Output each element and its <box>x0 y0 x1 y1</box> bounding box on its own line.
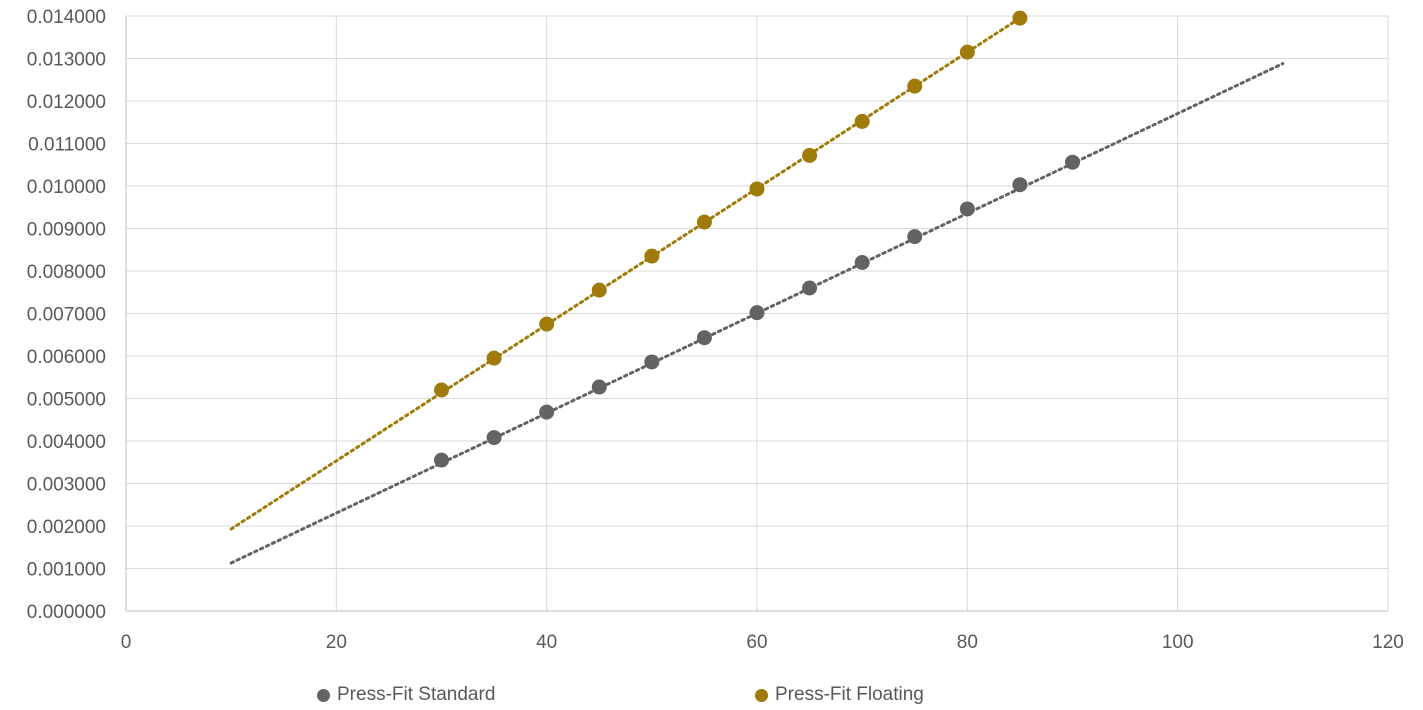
y-tick-label: 0.008000 <box>27 262 106 283</box>
point-press-fit-floating <box>1012 10 1028 26</box>
legend: Press-Fit Standard Press-Fit Floating <box>0 683 1423 707</box>
point-press-fit-floating <box>591 282 607 298</box>
point-press-fit-standard <box>696 330 712 346</box>
y-tick-label: 0.002000 <box>27 517 106 538</box>
y-tick-label: 0.011000 <box>28 135 106 156</box>
point-press-fit-standard <box>591 379 607 395</box>
point-press-fit-standard <box>802 280 818 296</box>
scatter-chart: 0.000000 0.001000 0.002000 0.003000 0.004000… <box>27 7 1404 653</box>
y-tick-label: 0.003000 <box>27 475 106 496</box>
point-press-fit-floating <box>486 350 502 366</box>
point-press-fit-standard <box>854 255 870 270</box>
point-press-fit-floating <box>749 181 765 197</box>
y-tick-label: 0.001000 <box>27 560 106 581</box>
y-tick-label: 0.004000 <box>27 432 106 453</box>
x-tick-label: 100 <box>1162 632 1194 653</box>
x-tick-label: 60 <box>746 632 767 653</box>
y-tick-label: 0.009000 <box>27 220 106 241</box>
point-press-fit-standard <box>1065 154 1080 170</box>
point-press-fit-standard <box>1012 177 1028 193</box>
x-tick-label: 20 <box>326 632 347 653</box>
legend-marker-press-fit-standard <box>317 688 330 702</box>
y-tick-label: 0.006000 <box>27 347 106 368</box>
point-press-fit-floating <box>959 44 975 60</box>
x-tick-label: 40 <box>536 632 557 653</box>
grid-lines <box>126 15 1389 611</box>
point-press-fit-floating <box>644 248 660 264</box>
point-press-fit-floating <box>539 316 555 332</box>
y-tick-label: 0.010000 <box>27 177 106 198</box>
x-axis-tick-labels: 0 20 40 60 80 100 120 <box>121 632 1404 653</box>
y-tick-label: 0.007000 <box>27 305 106 326</box>
legend-label-press-fit-standard: Press-Fit Standard <box>337 684 496 705</box>
legend-marker-press-fit-floating <box>755 688 768 702</box>
point-press-fit-standard <box>539 404 555 420</box>
point-press-fit-floating <box>854 113 870 129</box>
point-press-fit-standard <box>486 430 502 446</box>
data-points <box>434 10 1080 468</box>
y-axis-tick-labels: 0.000000 0.001000 0.002000 0.003000 0.004000… <box>27 7 106 623</box>
point-press-fit-standard <box>644 354 660 370</box>
point-press-fit-floating <box>434 382 449 398</box>
point-press-fit-standard <box>959 201 975 217</box>
x-tick-label: 80 <box>957 632 978 653</box>
point-press-fit-standard <box>434 452 449 468</box>
legend-label-press-fit-floating: Press-Fit Floating <box>775 684 924 705</box>
trendline-press-fit-floating <box>229 16 1022 531</box>
y-tick-label: 0.013000 <box>27 50 106 71</box>
y-tick-label: 0.014000 <box>27 7 106 28</box>
axes <box>125 16 1388 612</box>
y-tick-label: 0.005000 <box>27 390 106 411</box>
y-tick-label: 0.012000 <box>27 92 106 113</box>
legend-item-press-fit-standard[interactable]: Press-Fit Standard <box>317 683 495 707</box>
point-press-fit-floating <box>802 147 818 163</box>
x-tick-label: 0 <box>121 632 132 653</box>
point-press-fit-floating <box>907 78 923 94</box>
point-press-fit-standard <box>907 229 923 245</box>
y-tick-label: 0.000000 <box>27 602 106 623</box>
legend-item-press-fit-floating[interactable]: Press-Fit Floating <box>755 683 924 707</box>
x-tick-label: 120 <box>1372 632 1404 653</box>
point-press-fit-standard <box>749 305 765 321</box>
point-press-fit-floating <box>696 214 712 230</box>
